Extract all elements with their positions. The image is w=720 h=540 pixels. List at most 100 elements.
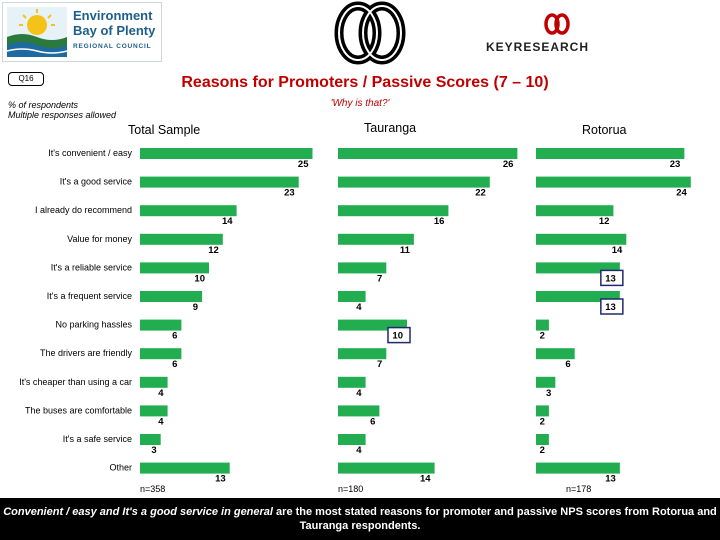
value-label: 13 xyxy=(605,273,616,284)
value-label: 4 xyxy=(356,445,362,456)
bar xyxy=(536,205,614,217)
value-label: 2 xyxy=(540,331,545,342)
bar xyxy=(338,376,366,388)
section-title-tauranga: Tauranga xyxy=(364,121,417,135)
section-title-rotorua: Rotorua xyxy=(582,123,627,137)
footer-summary: Convenient / easy and It's a good servic… xyxy=(0,498,720,540)
category-label: It's a frequent service xyxy=(47,291,132,301)
bar-chart: It's convenient / easy It's a good servic… xyxy=(19,148,691,494)
bar xyxy=(536,319,549,331)
bar xyxy=(140,348,182,360)
category-label: The buses are comfortable xyxy=(25,405,132,415)
note-respondents: % of respondents xyxy=(8,100,79,110)
logo-name-line3: REGIONAL COUNCIL xyxy=(73,43,152,50)
value-label: 12 xyxy=(208,245,219,256)
value-label: 2 xyxy=(540,445,545,456)
bar xyxy=(536,348,575,360)
page-title: Reasons for Promoters / Passive Scores (… xyxy=(181,74,549,91)
category-label: Other xyxy=(109,463,132,473)
bar xyxy=(140,376,168,388)
value-label: 23 xyxy=(670,159,681,170)
category-label: It's a reliable service xyxy=(51,262,132,272)
value-label: 7 xyxy=(377,359,382,370)
value-label: 13 xyxy=(605,474,616,485)
bar xyxy=(140,434,161,445)
sample-size-label: n=178 xyxy=(566,484,591,494)
bar xyxy=(536,405,549,417)
value-label: 4 xyxy=(158,416,164,427)
bar xyxy=(140,233,223,245)
value-label: 6 xyxy=(172,331,177,342)
bar xyxy=(140,176,299,188)
value-label: 23 xyxy=(284,188,295,199)
bar xyxy=(338,205,449,217)
note-multiple: Multiple responses allowed xyxy=(8,110,117,120)
value-label: 10 xyxy=(194,273,205,284)
bar xyxy=(536,434,549,445)
environment-bop-logo: Environment Bay of Plenty REGIONAL COUNC… xyxy=(2,2,162,62)
environment-bop-emblem-icon xyxy=(7,7,67,57)
value-label: 4 xyxy=(356,388,362,399)
footer-rest: are the most stated reasons for promoter… xyxy=(272,506,717,532)
category-label: It's cheaper than using a car xyxy=(19,377,132,387)
bar xyxy=(140,291,203,302)
bar xyxy=(140,319,182,331)
subquestion: 'Why is that?' xyxy=(330,98,390,109)
bar xyxy=(140,148,313,159)
question-code-badge: Q16 xyxy=(8,72,44,86)
value-label: 14 xyxy=(612,245,623,256)
bar xyxy=(140,262,209,274)
value-label: 4 xyxy=(356,302,362,313)
value-label: 16 xyxy=(434,216,445,227)
section-title-total: Total Sample xyxy=(128,123,201,137)
sample-size-label: n=358 xyxy=(140,484,165,494)
category-label: No parking hassles xyxy=(55,320,132,330)
value-label: 7 xyxy=(377,273,382,284)
bar xyxy=(536,376,556,388)
value-label: 3 xyxy=(151,445,156,456)
bar xyxy=(140,405,168,417)
bar xyxy=(338,319,407,331)
bar xyxy=(338,176,490,188)
value-label: 4 xyxy=(158,388,164,399)
value-label: 2 xyxy=(540,416,545,427)
value-label: 11 xyxy=(400,245,411,256)
highlight-box xyxy=(600,298,624,315)
bar xyxy=(536,176,691,188)
bar xyxy=(338,233,414,245)
value-label: 25 xyxy=(298,159,309,170)
value-label: 9 xyxy=(193,302,198,313)
value-label: 6 xyxy=(172,359,177,370)
value-label: 12 xyxy=(599,216,610,227)
highlight-box xyxy=(387,326,411,344)
sample-size-label: n=180 xyxy=(338,484,363,494)
bar xyxy=(338,348,387,360)
value-label: 24 xyxy=(676,188,687,199)
value-label: 22 xyxy=(475,188,486,199)
logo-name-line1: Environment xyxy=(73,8,153,23)
highlight-box xyxy=(600,269,624,287)
bar xyxy=(140,462,230,474)
bar xyxy=(338,148,518,159)
value-label: 14 xyxy=(222,216,233,227)
bar xyxy=(536,262,620,274)
value-label: 6 xyxy=(565,359,570,370)
keyresearch-logo-text: KEYRESEARCH xyxy=(486,40,590,54)
bar xyxy=(338,405,380,417)
value-label: 26 xyxy=(503,159,514,170)
bar xyxy=(338,262,387,274)
interlocking-rings-icon xyxy=(334,1,406,65)
bar xyxy=(140,205,237,217)
keyresearch-logo-mark-icon xyxy=(544,13,570,35)
bar xyxy=(536,291,620,302)
bar xyxy=(536,462,620,474)
bar xyxy=(338,291,366,302)
category-label: It's convenient / easy xyxy=(48,148,132,158)
value-label: 3 xyxy=(546,388,551,399)
bar xyxy=(536,148,685,159)
category-label: The drivers are friendly xyxy=(40,348,133,358)
category-label: It's a good service xyxy=(60,177,132,187)
value-label: 13 xyxy=(605,302,616,313)
value-label: 6 xyxy=(370,416,375,427)
category-label: It's a safe service xyxy=(63,434,132,444)
